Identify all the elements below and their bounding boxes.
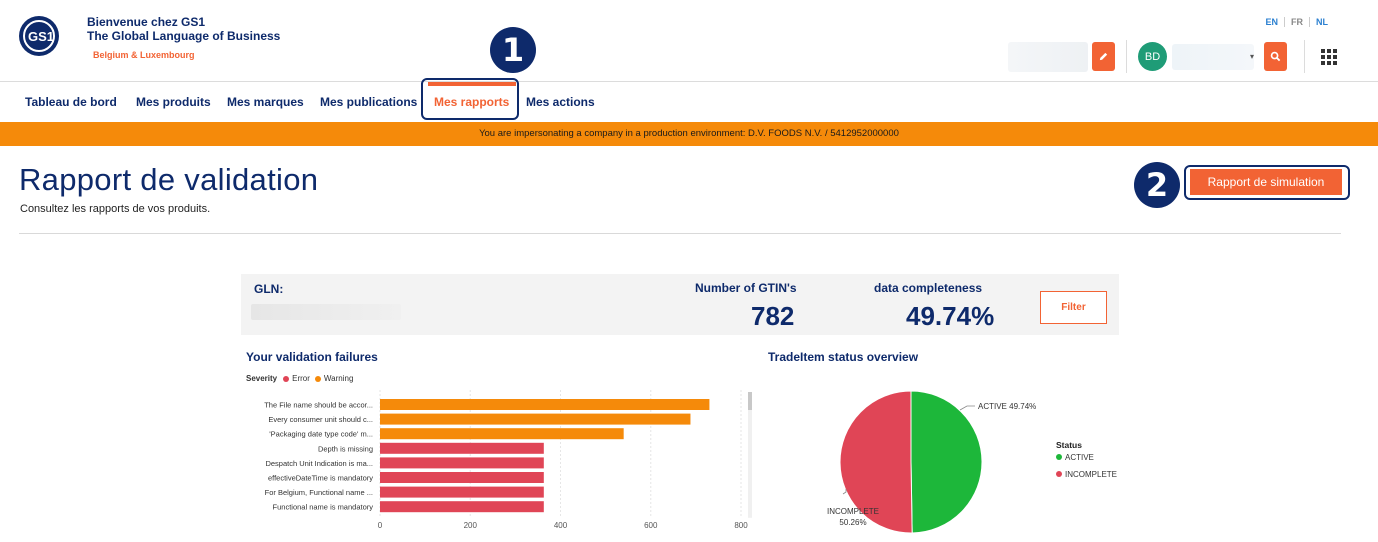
tradeitem-status-title: TradeItem status overview <box>768 350 919 364</box>
blurred-user-name[interactable] <box>1172 44 1254 70</box>
completeness-value: 49.74% <box>906 301 995 331</box>
lang-en[interactable]: EN <box>1265 17 1278 27</box>
legend-label-active[interactable]: ACTIVE <box>1065 453 1094 462</box>
bar-category-label: 'Packaging date type code' m... <box>269 430 373 439</box>
nav-mes-marques[interactable]: Mes marques <box>227 95 304 109</box>
gln-value-blurred <box>251 304 401 320</box>
x-tick-label: 0 <box>378 521 383 530</box>
legend-dot <box>1056 471 1062 477</box>
simulation-report-button[interactable]: Rapport de simulation <box>1190 169 1342 195</box>
error-legend-label[interactable]: Error <box>292 374 310 383</box>
x-tick-label: 800 <box>734 521 748 530</box>
nav-tableau-de-bord[interactable]: Tableau de bord <box>25 95 117 109</box>
lang-fr[interactable]: FR <box>1284 17 1309 27</box>
bar[interactable] <box>380 457 544 469</box>
callout-number-1: 1 <box>490 27 536 73</box>
active-slice-label: ACTIVE 49.74% <box>978 402 1036 411</box>
chevron-down-icon[interactable]: ▾ <box>1250 52 1255 61</box>
search-icon <box>1270 51 1281 62</box>
severity-legend-title: Severity <box>246 374 278 383</box>
page-subtitle: Consultez les rapports de vos produits. <box>20 203 211 215</box>
legend-label-incomplete[interactable]: INCOMPLETE <box>1065 470 1117 479</box>
callout-highlight-1 <box>421 78 519 120</box>
header-divider <box>1126 40 1127 73</box>
search-button[interactable] <box>1264 42 1287 71</box>
header-divider <box>1304 40 1305 73</box>
error-legend-dot <box>283 375 290 382</box>
brand-welcome: Bienvenue chez GS1 <box>87 15 206 29</box>
x-tick-label: 200 <box>464 521 478 530</box>
edit-button[interactable] <box>1092 42 1115 71</box>
incomplete-slice-label: INCOMPLETE <box>827 507 879 516</box>
pie-slice-incomplete[interactable] <box>839 390 913 534</box>
scrollbar-track <box>748 392 752 518</box>
bar-category-label: Every consumer unit should c... <box>268 415 373 424</box>
incomplete-slice-percent: 50.26% <box>839 518 866 527</box>
bar[interactable] <box>380 428 624 440</box>
brand-region: Belgium & Luxembourg <box>93 50 195 60</box>
warning-legend-label[interactable]: Warning <box>323 374 354 383</box>
bar-category-label: For Belgium, Functional name ... <box>265 488 373 497</box>
gtin-count-label: Number of GTIN's <box>695 281 797 295</box>
tradeitem-status-chart: ACTIVE 49.74% INCOMPLETE 50.26% Status ACTIV… <box>827 390 1117 534</box>
edit-icon <box>1099 52 1108 61</box>
logo-text: GS1 <box>28 29 54 44</box>
leader-line <box>842 489 847 495</box>
lang-nl[interactable]: NL <box>1309 17 1334 27</box>
brand-tagline: The Global Language of Business <box>87 29 281 43</box>
bar[interactable] <box>380 486 544 498</box>
bar[interactable] <box>380 399 710 410</box>
callout-number-2: 2 <box>1134 162 1180 208</box>
title-divider <box>19 233 1341 234</box>
kpi-panel: GLN: Number of GTIN's 782 data completen… <box>241 274 1119 335</box>
bar[interactable] <box>380 442 544 454</box>
bar-category-label: effectiveDateTime is mandatory <box>268 474 373 483</box>
completeness-label: data completeness <box>874 281 983 295</box>
gtin-count-value: 782 <box>751 301 795 331</box>
nav-mes-rapports[interactable]: Mes rapports <box>434 95 510 109</box>
bar[interactable] <box>380 413 691 425</box>
avatar[interactable]: BD <box>1138 42 1167 71</box>
main-nav: Tableau de bord Mes produits Mes marques… <box>0 82 1378 122</box>
status-legend-title: Status <box>1056 440 1082 450</box>
severity-legend: Severity Error Warning <box>246 374 353 383</box>
language-switcher: EN FR NL <box>1259 17 1334 27</box>
callout-highlight-2 <box>1184 165 1350 200</box>
warning-legend-dot <box>314 375 321 382</box>
bar-category-label: Depth is missing <box>318 444 373 453</box>
x-tick-label: 600 <box>644 521 658 530</box>
legend-dot <box>1056 454 1062 460</box>
gln-label: GLN: <box>254 282 284 296</box>
impersonation-banner: You are impersonating a company in a pro… <box>0 122 1378 146</box>
x-tick-label: 400 <box>554 521 568 530</box>
nav-mes-produits[interactable]: Mes produits <box>136 95 211 109</box>
bar-category-label: Despatch Unit Indication is ma... <box>265 459 373 468</box>
nav-mes-actions[interactable]: Mes actions <box>526 95 595 109</box>
bar[interactable] <box>380 501 544 513</box>
scrollbar-thumb[interactable] <box>748 392 752 410</box>
bar-category-label: Functional name is mandatory <box>273 503 374 512</box>
gs1-logo[interactable]: GS1 <box>19 14 67 58</box>
page-title: Rapport de validation <box>19 162 319 197</box>
blurred-company-field <box>1008 42 1088 72</box>
validation-failures-chart: 0 200 400 600 800 The File name should be acc… <box>264 390 752 530</box>
filter-button[interactable]: Filter <box>1040 291 1107 324</box>
pie-slice-active[interactable] <box>910 390 983 534</box>
leader-line <box>959 405 975 411</box>
header: GS1 Bienvenue chez GS1 The Global Langua… <box>0 0 1378 82</box>
bar[interactable] <box>380 472 544 483</box>
apps-grid-icon[interactable] <box>1321 49 1337 65</box>
bar-category-label: The File name should be accor... <box>264 401 373 410</box>
validation-failures-title: Your validation failures <box>246 350 378 364</box>
nav-mes-publications[interactable]: Mes publications <box>320 95 418 109</box>
active-tab-indicator <box>428 82 516 86</box>
